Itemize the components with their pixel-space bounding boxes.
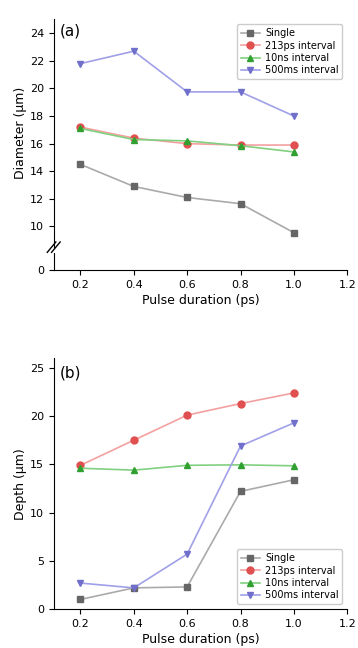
Legend: Single, 213ps interval, 10ns interval, 500ms interval: Single, 213ps interval, 10ns interval, 5… <box>237 25 342 79</box>
10ns interval <box>132 467 136 474</box>
X-axis label: Pulse duration (ps): Pulse duration (ps) <box>142 294 259 307</box>
213ps interval <box>132 436 136 444</box>
500ms interval <box>292 419 296 427</box>
10ns interval <box>78 124 83 132</box>
500ms interval <box>185 88 189 96</box>
500ms interval <box>78 60 83 67</box>
Line: 213ps interval: 213ps interval <box>77 124 297 148</box>
500ms interval <box>78 579 83 587</box>
10ns interval <box>185 461 189 469</box>
Y-axis label: Diameter (μm): Diameter (μm) <box>14 87 27 179</box>
Line: 10ns interval: 10ns interval <box>77 125 297 156</box>
213ps interval <box>292 389 296 397</box>
Line: Single: Single <box>77 161 297 236</box>
Single <box>78 596 83 603</box>
10ns interval <box>185 137 189 145</box>
Single <box>238 200 243 207</box>
Line: 213ps interval: 213ps interval <box>77 389 297 469</box>
Single <box>292 229 296 237</box>
213ps interval <box>238 141 243 149</box>
Text: (a): (a) <box>59 24 81 39</box>
213ps interval <box>78 123 83 131</box>
500ms interval <box>292 112 296 120</box>
Line: 500ms interval: 500ms interval <box>77 48 297 119</box>
10ns interval <box>292 148 296 156</box>
Line: Single: Single <box>77 476 297 603</box>
Single <box>292 476 296 483</box>
Single <box>132 183 136 191</box>
Line: 10ns interval: 10ns interval <box>77 461 297 474</box>
500ms interval <box>132 47 136 55</box>
10ns interval <box>292 462 296 470</box>
Line: 500ms interval: 500ms interval <box>77 419 297 592</box>
Single <box>78 161 83 168</box>
213ps interval <box>185 411 189 419</box>
10ns interval <box>238 142 243 150</box>
213ps interval <box>292 141 296 149</box>
500ms interval <box>185 550 189 558</box>
500ms interval <box>132 584 136 592</box>
X-axis label: Pulse duration (ps): Pulse duration (ps) <box>142 633 259 646</box>
Single <box>238 487 243 495</box>
Single <box>185 194 189 202</box>
Single <box>132 584 136 592</box>
10ns interval <box>78 465 83 472</box>
Legend: Single, 213ps interval, 10ns interval, 500ms interval: Single, 213ps interval, 10ns interval, 5… <box>237 550 342 604</box>
213ps interval <box>132 134 136 142</box>
Y-axis label: Depth (μm): Depth (μm) <box>14 448 27 520</box>
10ns interval <box>132 135 136 143</box>
500ms interval <box>238 88 243 96</box>
213ps interval <box>185 140 189 148</box>
213ps interval <box>78 461 83 469</box>
Single <box>185 583 189 591</box>
Text: (b): (b) <box>59 365 81 381</box>
500ms interval <box>238 442 243 450</box>
213ps interval <box>238 400 243 408</box>
10ns interval <box>238 461 243 469</box>
